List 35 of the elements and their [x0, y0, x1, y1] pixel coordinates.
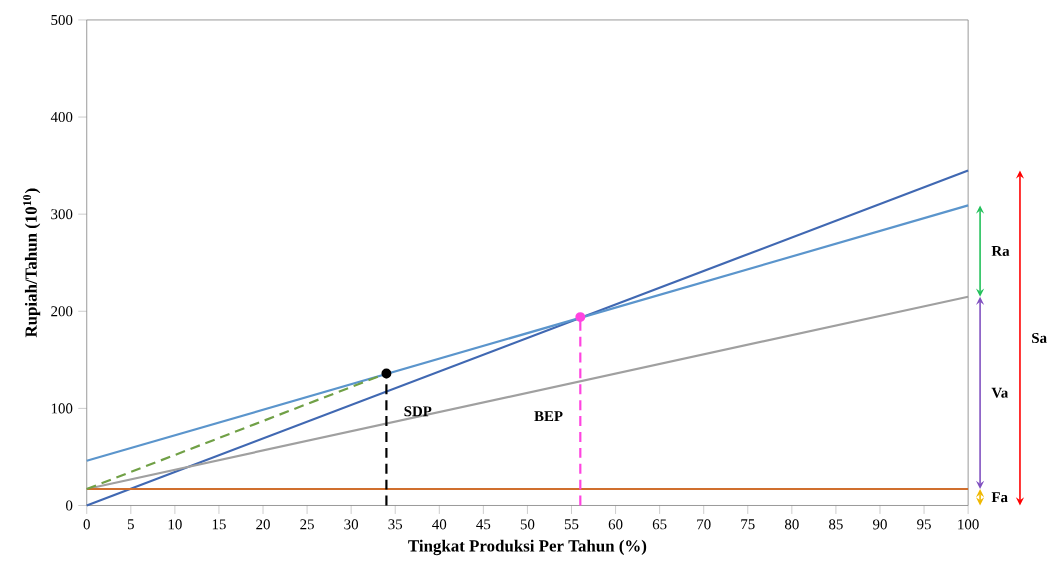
y-tick-label: 0: [66, 500, 73, 511]
x-tick-label: 100: [958, 519, 979, 530]
x-tick-label: 65: [652, 519, 667, 530]
annotation: BEP: [534, 411, 563, 421]
x-tick-label: 75: [741, 519, 755, 530]
x-axis-title: Tingkat Produksi Per Tahun (%): [408, 539, 647, 556]
y-tick-label: 300: [51, 209, 73, 220]
x-tick-label: 95: [917, 519, 931, 530]
x-tick-label: 50: [520, 519, 535, 530]
x-tick-label: 20: [256, 519, 270, 530]
x-tick-label: 85: [829, 519, 843, 530]
x-tick-label: 55: [564, 519, 579, 530]
x-tick-label: 0: [83, 519, 90, 530]
x-tick-label: 10: [168, 519, 182, 530]
y-axis-title: Rupiah/Tahun (10$^{10}$): [23, 188, 41, 338]
x-tick-label: 40: [432, 519, 447, 530]
x-tick-label: 80: [784, 519, 799, 530]
text: Sa: [1032, 332, 1047, 343]
text: Ra: [991, 245, 1010, 256]
annotation: SDP: [404, 406, 432, 417]
x-tick-label: 15: [212, 519, 226, 530]
x-tick-label: 35: [388, 519, 403, 530]
text: Va: [991, 387, 1009, 398]
x-tick-label: 45: [476, 519, 491, 530]
y-tick-label: 400: [50, 111, 73, 122]
y-tick-label: 200: [51, 306, 73, 317]
x-tick-label: 5: [127, 519, 134, 530]
x-tick-label: 25: [300, 519, 314, 530]
x-tick-label: 60: [608, 519, 623, 530]
x-tick-label: 70: [697, 519, 711, 530]
x-tick-label: 30: [344, 519, 359, 530]
y-tick-label: 100: [51, 403, 73, 414]
x-tick-label: 90: [873, 519, 887, 530]
text: Fa: [991, 492, 1008, 503]
y-tick-label: 500: [51, 14, 73, 25]
